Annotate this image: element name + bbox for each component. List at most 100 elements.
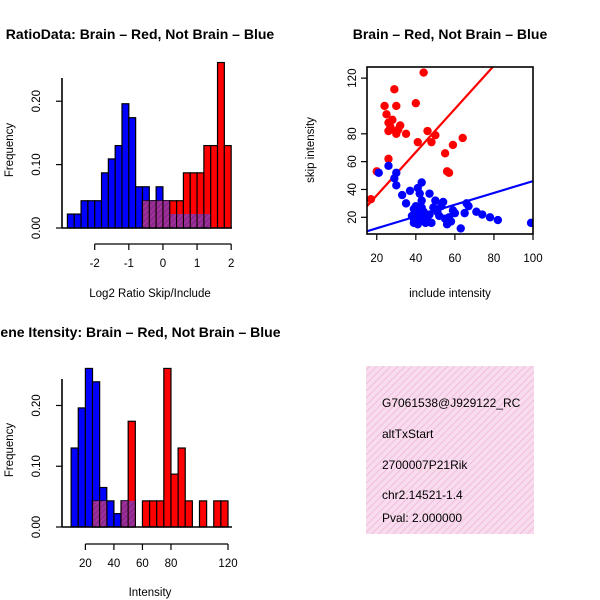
intensity-xtick-label: 40 bbox=[108, 558, 121, 570]
intensity-xtick-label: 60 bbox=[136, 558, 149, 570]
scatter-point-not-brain bbox=[415, 189, 424, 198]
scatter-point-not-brain bbox=[427, 218, 436, 228]
intensity-ytick-label: 0.10 bbox=[31, 455, 43, 477]
scatter-point-brain bbox=[411, 98, 421, 108]
scatter-ytick-label: 80 bbox=[347, 127, 359, 140]
ratio-y-ticks: 0.00 0.10 0.20 bbox=[31, 90, 62, 239]
intensity-bar-brain bbox=[184, 500, 193, 528]
intensity-scatter: Brain – Red, Not Brain – Blue 20 40 60 80 12… bbox=[305, 26, 547, 300]
scatter-point-brain bbox=[444, 168, 454, 177]
scatter-point-brain bbox=[396, 121, 405, 130]
scatter-point-not-brain bbox=[401, 199, 411, 208]
info-event-type: altTxStart bbox=[382, 427, 434, 441]
ratio-bar-brain bbox=[223, 144, 232, 229]
scatter-point-brain bbox=[367, 195, 376, 204]
scatter-ytick-label: 40 bbox=[347, 183, 359, 196]
intensity-histogram: Gene Itensity: Brain – Red, Not Brain – … bbox=[0, 324, 281, 599]
scatter-point-not-brain bbox=[464, 201, 473, 211]
ratio-bar-not-brain bbox=[73, 213, 82, 229]
scatter-point-brain bbox=[384, 154, 393, 164]
scatter-point-not-brain bbox=[405, 186, 415, 196]
scatter-point-not-brain bbox=[397, 190, 407, 200]
intensity-bar-not-brain bbox=[113, 513, 122, 528]
scatter-ylabel: skip intensity bbox=[305, 117, 317, 183]
ratio-bar-not-brain bbox=[135, 186, 144, 229]
ratio-xtick-label: -2 bbox=[90, 258, 100, 270]
intensity-ytick-label: 0.00 bbox=[31, 516, 43, 538]
scatter-point-brain bbox=[390, 85, 399, 94]
intensity-bars bbox=[70, 367, 229, 528]
intensity-bar-brain bbox=[220, 500, 229, 528]
intensity-bar-overlap bbox=[100, 500, 107, 527]
scatter-point-brain bbox=[427, 137, 436, 147]
scatter-ytick-label: 20 bbox=[347, 211, 359, 224]
ratio-bar-not-brain bbox=[66, 213, 75, 229]
scatter-point-brain bbox=[392, 101, 401, 111]
intensity-xtick-label: 20 bbox=[79, 558, 92, 570]
intensity-bar-overlap bbox=[128, 500, 135, 527]
intensity-bar-brain bbox=[141, 500, 151, 528]
scatter-point-not-brain bbox=[438, 197, 448, 207]
scatter-point-brain bbox=[413, 137, 422, 147]
intensity-title: Gene Itensity: Brain – Red, Not Brain – … bbox=[0, 324, 281, 340]
ratio-bar-brain bbox=[210, 144, 219, 229]
ratio-bar-overlap bbox=[143, 200, 149, 228]
scatter-point-brain bbox=[458, 133, 467, 143]
scatter-ytick-label: 120 bbox=[347, 69, 359, 88]
ratio-bar-overlap bbox=[149, 200, 156, 228]
scatter-xtick-label: 60 bbox=[448, 253, 461, 265]
intensity-bar-not-brain bbox=[77, 407, 86, 528]
ratio-bar-not-brain bbox=[94, 200, 103, 229]
ratio-bar-overlap bbox=[156, 200, 163, 228]
intensity-xtick-label: 80 bbox=[165, 558, 178, 570]
scatter-point-brain bbox=[440, 149, 450, 158]
scatter-point-not-brain bbox=[384, 161, 393, 171]
scatter-point-not-brain bbox=[392, 181, 401, 190]
ratio-bar-not-brain bbox=[121, 103, 130, 229]
scatter-point-brain bbox=[386, 125, 395, 134]
intensity-bar-brain bbox=[163, 367, 172, 528]
ratio-histogram: RatioData: Brain – Red, Not Brain – Blue… bbox=[4, 26, 274, 300]
ratio-ytick-label: 0.10 bbox=[31, 153, 43, 175]
scatter-point-not-brain bbox=[460, 208, 469, 218]
ratio-bar-overlap bbox=[177, 214, 183, 228]
ratio-bar-not-brain bbox=[87, 200, 96, 229]
intensity-bar-brain bbox=[170, 473, 179, 528]
scatter-point-not-brain bbox=[417, 178, 426, 187]
scatter-fit-line-not-brain bbox=[367, 180, 533, 233]
scatter-point-not-brain bbox=[392, 168, 401, 177]
intensity-xlabel: Intensity bbox=[129, 587, 172, 599]
ratio-ylabel: Frequency bbox=[4, 123, 16, 178]
ratio-x-ticks: -2 -1 0 1 2 bbox=[90, 243, 234, 270]
scatter-x-ticks: 20 40 60 80 100 bbox=[370, 234, 543, 265]
info-box bbox=[366, 366, 534, 534]
ratio-ytick-label: 0.20 bbox=[31, 90, 43, 112]
ratio-bars bbox=[66, 61, 232, 229]
ratio-bar-not-brain bbox=[80, 200, 89, 229]
scatter-point-brain bbox=[388, 115, 397, 125]
ratio-bar-overlap bbox=[163, 200, 170, 228]
scatter-point-brain bbox=[423, 126, 432, 136]
info-panel: G7061538@J929122_RC altTxStart 2700007P2… bbox=[366, 366, 534, 534]
scatter-point-not-brain bbox=[417, 196, 426, 205]
info-location: chr2.14521-1.4 bbox=[382, 488, 463, 502]
intensity-bar-not-brain bbox=[84, 367, 94, 528]
ratio-xtick-label: -1 bbox=[124, 258, 134, 270]
scatter-y-ticks: 20 40 60 80 120 bbox=[347, 69, 367, 224]
intensity-bar-brain bbox=[156, 500, 165, 528]
intensity-bar-brain bbox=[198, 500, 208, 528]
ratio-bar-overlap bbox=[190, 214, 197, 228]
scatter-xtick-label: 20 bbox=[370, 253, 383, 265]
intensity-x-ticks: 20 40 60 80 120 bbox=[79, 543, 238, 570]
intensity-xtick-label: 120 bbox=[218, 558, 237, 570]
ratio-bar-overlap bbox=[170, 214, 176, 228]
ratio-xtick-label: 1 bbox=[194, 258, 200, 270]
scatter-xtick-label: 80 bbox=[488, 253, 501, 265]
intensity-bar-overlap bbox=[121, 500, 128, 527]
ratio-bar-not-brain bbox=[100, 172, 109, 229]
intensity-ylabel: Frequency bbox=[4, 423, 16, 478]
scatter-ytick-label: 60 bbox=[347, 155, 359, 168]
ratio-xtick-label: 2 bbox=[228, 258, 234, 270]
scatter-marks bbox=[367, 67, 533, 233]
